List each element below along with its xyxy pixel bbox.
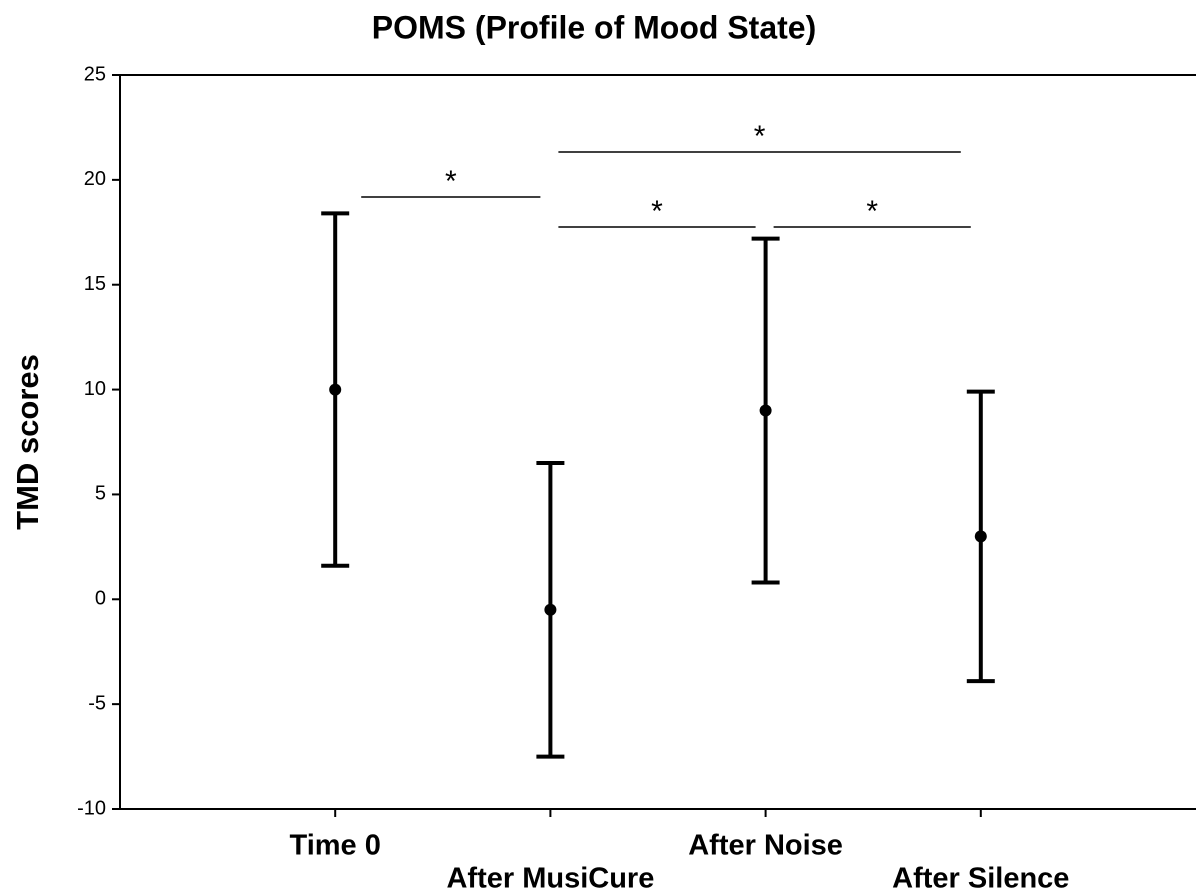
y-tick-label: -5 bbox=[88, 692, 106, 714]
significance-label: * bbox=[445, 165, 457, 198]
significance-label: * bbox=[866, 195, 878, 228]
y-tick-label: 0 bbox=[95, 588, 106, 610]
y-tick-label: 10 bbox=[84, 378, 106, 400]
significance-label: * bbox=[651, 195, 663, 228]
chart-title: POMS (Profile of Mood State) bbox=[372, 9, 816, 45]
y-tick-label: 15 bbox=[84, 273, 106, 295]
y-tick-label: -10 bbox=[77, 797, 106, 819]
mean-point bbox=[329, 383, 342, 396]
x-tick-label: Time 0 bbox=[290, 830, 381, 862]
y-axis-label: TMD scores bbox=[10, 354, 45, 530]
significance-label: * bbox=[754, 120, 766, 153]
x-tick-label: After Silence bbox=[892, 863, 1069, 895]
mean-point bbox=[544, 603, 557, 616]
x-tick-label: After Noise bbox=[688, 830, 843, 862]
y-tick-label: 20 bbox=[84, 168, 106, 190]
y-tick-label: 25 bbox=[84, 63, 106, 85]
x-tick-label: After MusiCure bbox=[446, 863, 654, 895]
mean-point bbox=[759, 404, 772, 417]
y-tick-label: 5 bbox=[95, 483, 106, 505]
mean-point bbox=[974, 530, 987, 543]
